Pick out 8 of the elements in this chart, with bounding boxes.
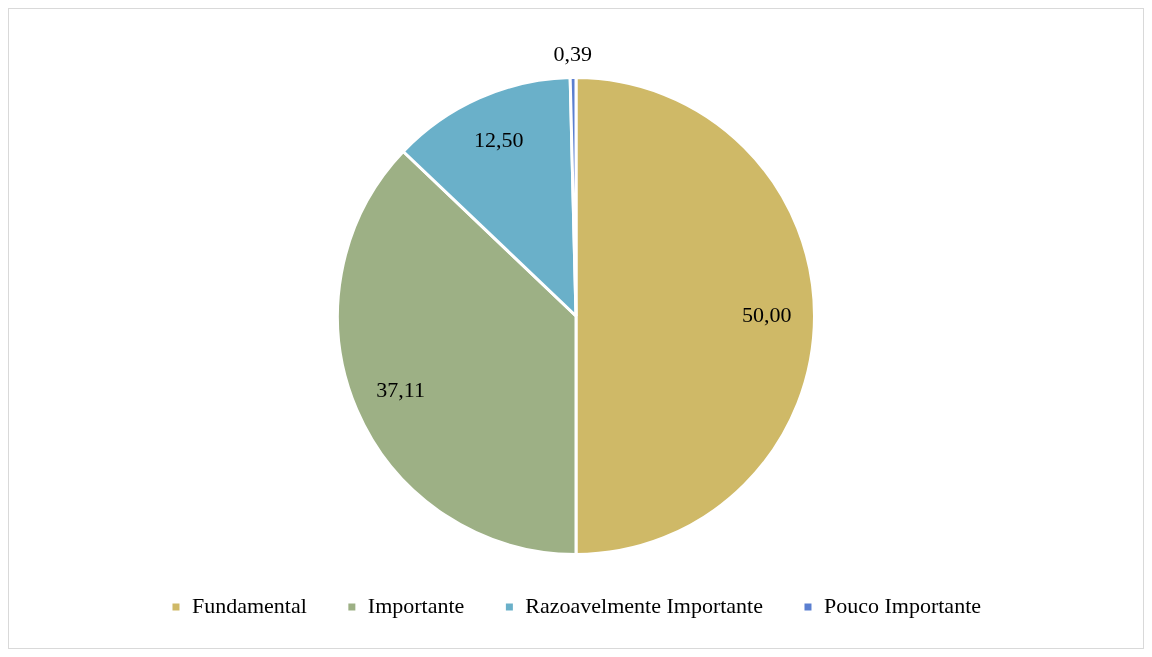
data-label: 37,11 [376,376,425,402]
legend-label: Importante [367,592,465,618]
legend-label: Pouco Importante [823,592,982,618]
data-label: 0,39 [553,41,593,67]
legend-label: Razoavelmente Importante [525,592,763,618]
data-label: 12,50 [473,127,524,153]
data-label: 50,00 [742,301,792,327]
legend-label: Fundamental [191,592,307,618]
